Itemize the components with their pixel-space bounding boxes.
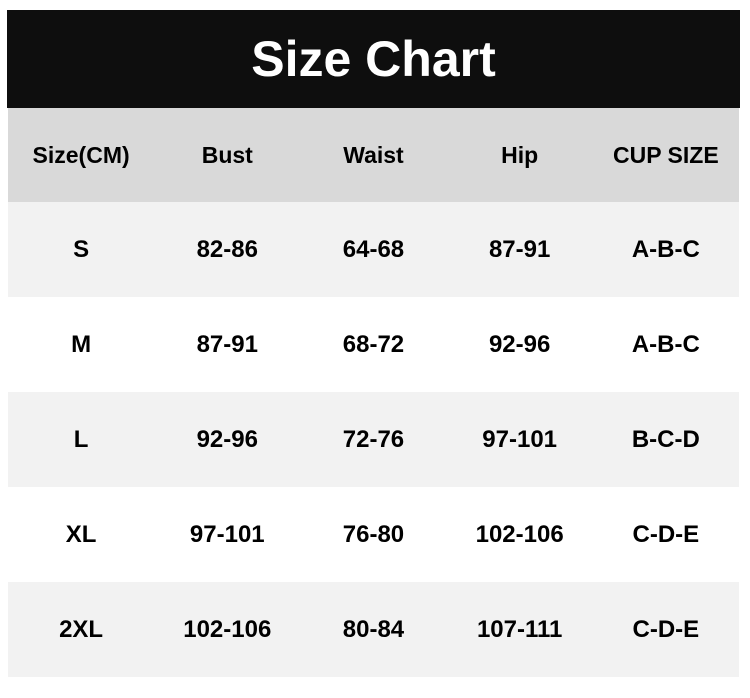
table-row: XL 97-101 76-80 102-106 C-D-E <box>8 487 739 582</box>
cell-hip: 92-96 <box>488 330 551 358</box>
header-waist: Waist <box>343 141 404 168</box>
cell-waist: 64-68 <box>342 235 405 263</box>
cell-cup-size: A-B-C <box>631 235 700 263</box>
cell-waist: 68-72 <box>342 330 405 358</box>
cell-cup-size: C-D-E <box>632 615 700 643</box>
cell-waist: 80-84 <box>342 615 405 643</box>
cell-cup-size: B-C-D <box>631 425 700 453</box>
cell-size: XL <box>65 520 97 548</box>
cell-waist: 76-80 <box>342 520 405 548</box>
header-bust: Bust <box>201 141 253 168</box>
cell-hip: 97-101 <box>482 425 558 453</box>
cell-hip: 107-111 <box>476 615 563 643</box>
cell-size: L <box>73 425 89 453</box>
header-size: Size(CM) <box>32 141 130 168</box>
cell-bust: 102-106 <box>183 615 272 643</box>
cell-size: 2XL <box>59 615 104 643</box>
header-cup-size: CUP SIZE <box>613 141 719 168</box>
cell-bust: 87-91 <box>196 330 258 358</box>
cell-hip: 102-106 <box>475 520 564 548</box>
cell-size: M <box>71 330 92 358</box>
cell-hip: 87-91 <box>488 235 551 263</box>
cell-bust: 82-86 <box>196 235 258 263</box>
size-table: Size(CM) Bust Waist Hip CUP SIZE S 82-86 6… <box>8 108 739 677</box>
size-chart-title: Size Chart <box>7 10 740 108</box>
cell-cup-size: A-B-C <box>631 330 700 358</box>
cell-cup-size: C-D-E <box>632 520 700 548</box>
table-row: L 92-96 72-76 97-101 B-C-D <box>8 392 739 487</box>
header-row: Size(CM) Bust Waist Hip CUP SIZE <box>8 108 739 202</box>
cell-waist: 72-76 <box>342 425 405 453</box>
header-hip: Hip <box>501 141 539 168</box>
cell-bust: 97-101 <box>189 520 265 548</box>
table-row: 2XL 102-106 80-84 107-111 C-D-E <box>8 582 739 677</box>
table-row: S 82-86 64-68 87-91 A-B-C <box>8 202 739 297</box>
cell-bust: 92-96 <box>196 425 258 453</box>
table-row: M 87-91 68-72 92-96 A-B-C <box>8 297 739 392</box>
cell-size: S <box>73 235 90 263</box>
